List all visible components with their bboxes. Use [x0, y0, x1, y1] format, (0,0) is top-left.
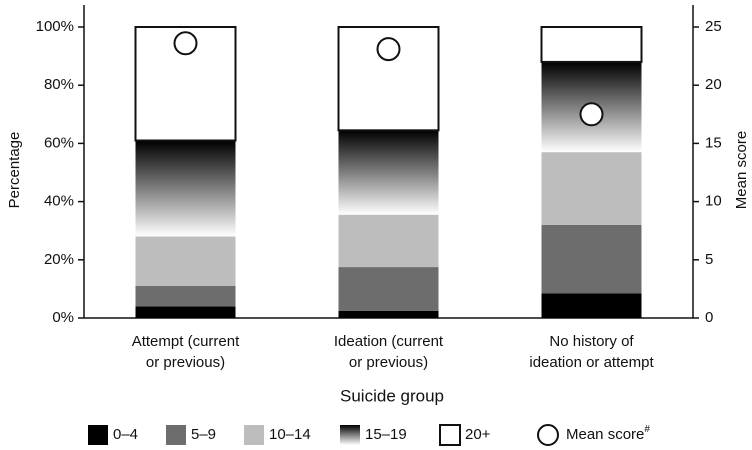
bar-segment — [135, 140, 236, 237]
y2-tick-label: 15 — [705, 134, 722, 151]
y2-axis-title: Mean score — [733, 131, 750, 209]
x-tick-label: Ideation (current — [334, 333, 444, 350]
legend-note: # — [644, 424, 650, 435]
legend-label: 10–14 — [269, 426, 311, 443]
y-tick-label: 20% — [44, 251, 74, 268]
bar-segment — [338, 130, 439, 215]
bar-segment — [541, 293, 642, 318]
legend-marker — [537, 424, 559, 446]
legend-swatch — [340, 425, 360, 445]
y-tick-label: 80% — [44, 76, 74, 93]
y-tick-label: 60% — [44, 134, 74, 151]
legend-label: 15–19 — [365, 426, 407, 443]
legend-label: 5–9 — [191, 426, 216, 443]
mean-marker — [579, 102, 604, 127]
y-tick-label: 100% — [36, 18, 74, 35]
bar-segment — [338, 267, 439, 311]
bar-segment — [135, 236, 236, 286]
bar-segment — [338, 310, 439, 318]
bar-segment — [338, 214, 439, 268]
x-tick-label: or previous) — [349, 354, 428, 371]
bar-segment — [135, 285, 236, 307]
x-tick-label: ideation or attempt — [529, 354, 654, 371]
legend-swatch — [439, 424, 461, 446]
legend-swatch — [166, 425, 186, 445]
bar-segment — [540, 26, 643, 63]
y-tick-label: 40% — [44, 193, 74, 210]
bar-segment — [135, 306, 236, 318]
y2-tick-label: 25 — [705, 18, 722, 35]
y2-tick-label: 0 — [705, 309, 713, 326]
legend-label: Mean score — [566, 426, 644, 443]
mean-marker — [173, 31, 198, 56]
bar-segment — [541, 224, 642, 294]
legend-swatch — [88, 425, 108, 445]
x-axis-title: Suicide group — [340, 386, 444, 405]
y-tick-label: 0% — [52, 309, 74, 326]
legend-label: 20+ — [465, 426, 491, 443]
y2-tick-label: 10 — [705, 193, 722, 210]
mean-marker — [376, 37, 401, 62]
y2-tick-label: 5 — [705, 251, 713, 268]
legend-label: 0–4 — [113, 426, 138, 443]
x-tick-label: or previous) — [146, 354, 225, 371]
bar-segment — [541, 152, 642, 225]
x-tick-label: No history of — [549, 333, 634, 350]
legend-label: Mean score# — [566, 424, 650, 443]
y2-tick-label: 20 — [705, 76, 722, 93]
x-tick-label: Attempt (current — [132, 333, 240, 350]
legend-swatch — [244, 425, 264, 445]
y-axis-title: Percentage — [6, 132, 23, 209]
